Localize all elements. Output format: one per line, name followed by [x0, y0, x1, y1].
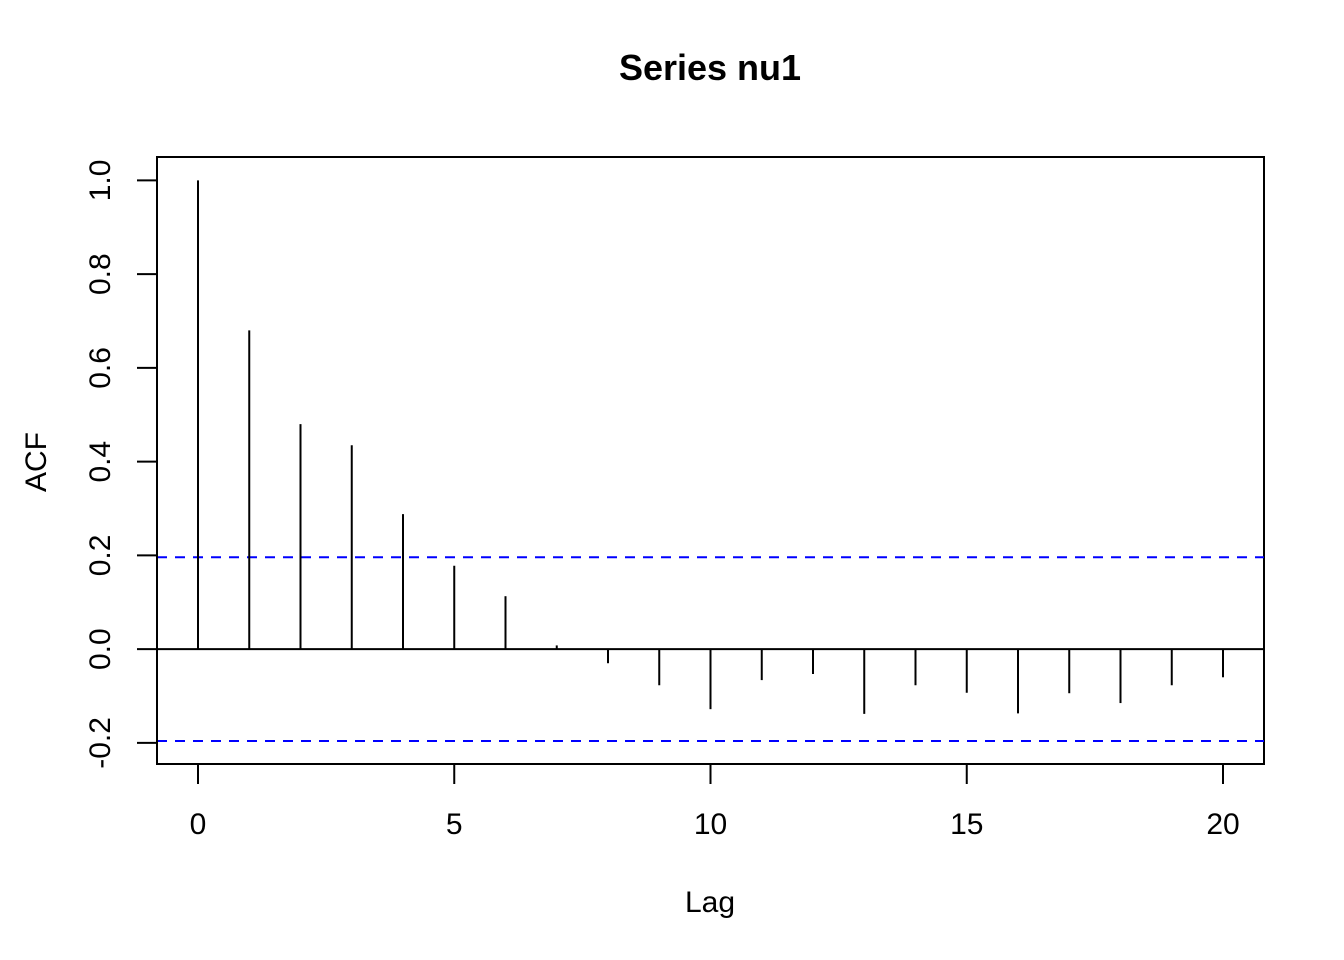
x-tick-label: 20 — [1206, 808, 1239, 841]
x-tick-label: 15 — [950, 808, 983, 841]
y-axis-label: ACF — [20, 432, 53, 492]
y-tick-label: 0.0 — [84, 628, 117, 670]
y-tick-label: 0.8 — [84, 253, 117, 295]
y-tick-label: 0.2 — [84, 535, 117, 577]
x-axis: 0 5 10 15 20 — [190, 763, 1240, 841]
x-axis-label: Lag — [685, 886, 735, 919]
x-tick-label: 5 — [446, 808, 463, 841]
y-tick-label: 0.4 — [84, 441, 117, 483]
acf-bars — [197, 180, 1224, 714]
y-tick-label: -0.2 — [84, 717, 117, 769]
x-tick-label: 0 — [190, 808, 207, 841]
chart-title: Series nu1 — [619, 47, 801, 88]
y-tick-label: 0.6 — [84, 347, 117, 389]
y-tick-label: 1.0 — [84, 160, 117, 202]
y-axis: -0.2 0.0 0.2 0.4 0.6 0.8 1.0 — [84, 160, 158, 769]
confidence-bounds — [157, 556, 1264, 743]
x-tick-label: 10 — [694, 808, 727, 841]
